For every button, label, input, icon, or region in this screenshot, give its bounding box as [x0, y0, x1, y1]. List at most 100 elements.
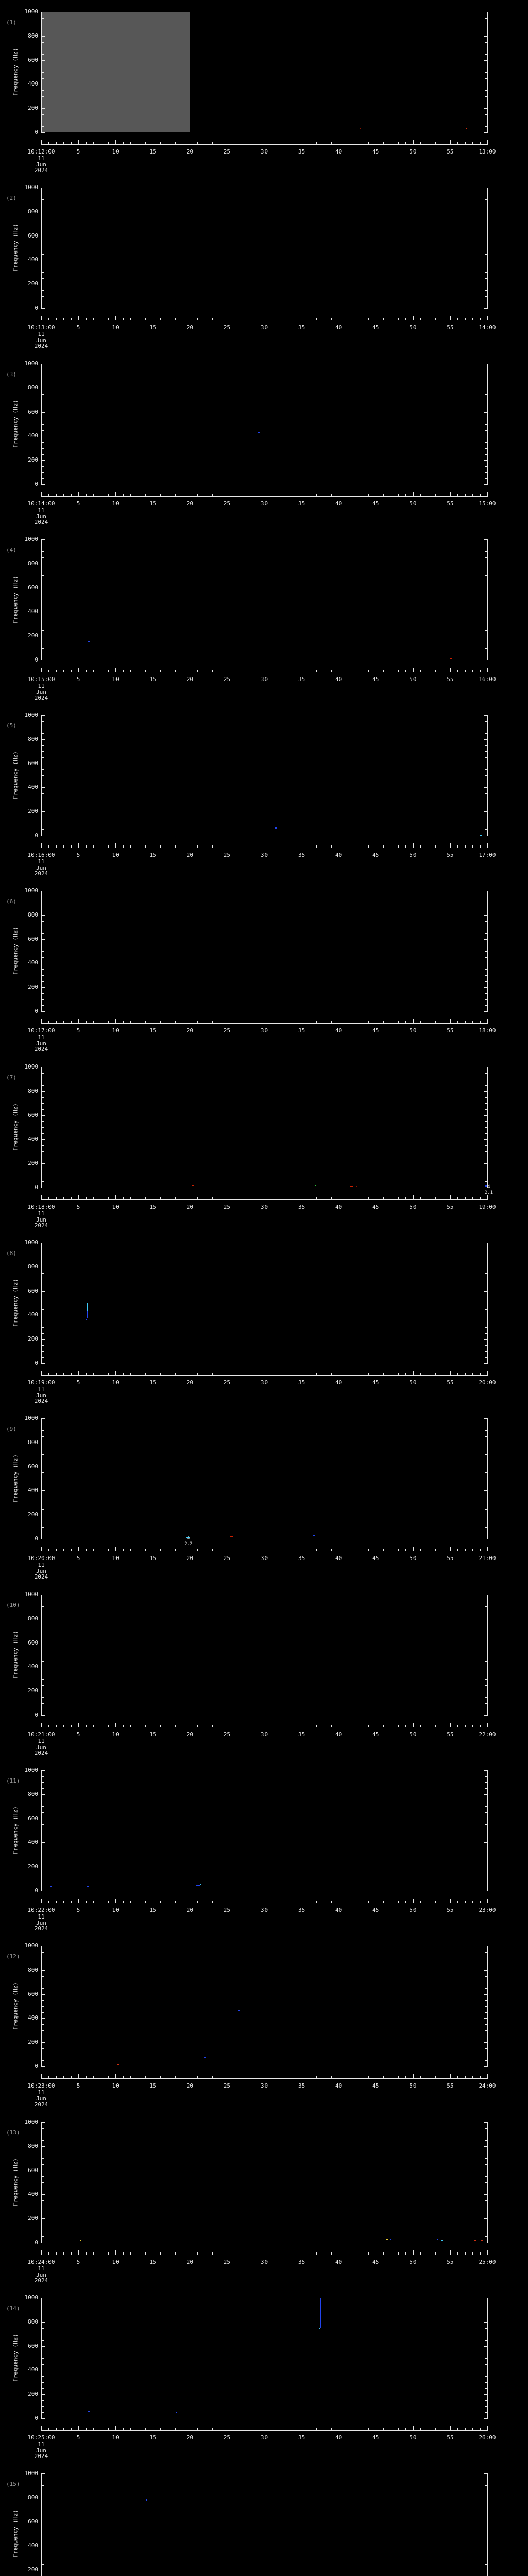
- x-tick-label: 10: [112, 852, 119, 858]
- x-tick: [420, 670, 421, 672]
- x-tick: [435, 2428, 436, 2430]
- y-axis-left: [41, 1243, 42, 1364]
- y-tick: [42, 921, 44, 922]
- y-tick: [42, 2358, 44, 2359]
- x-tick: [175, 2428, 176, 2430]
- event-marker: [196, 1884, 200, 1886]
- x-tick-label: 5: [76, 676, 80, 683]
- x-tick: [56, 1197, 57, 1199]
- x-tick: [457, 2428, 458, 2430]
- x-tick: [130, 318, 131, 320]
- x-tick-label: 50: [409, 1731, 417, 1738]
- x-tick: [472, 318, 473, 320]
- x-tick: [175, 1373, 176, 1375]
- y-tick: [42, 2042, 45, 2043]
- x-axis-date-line: 11: [38, 331, 45, 337]
- y-tick: [42, 1970, 45, 1971]
- y-axis-right: [487, 2473, 488, 2576]
- y-tick: [484, 2194, 487, 2195]
- y-tick-label: 400: [28, 1136, 38, 1143]
- y-tick: [42, 466, 44, 467]
- y-tick: [42, 1952, 44, 1953]
- y-tick: [485, 1952, 487, 1953]
- y-tick: [42, 1327, 44, 1328]
- x-tick: [63, 1901, 64, 1903]
- y-tick-label: 1000: [24, 887, 39, 894]
- y-tick: [42, 2128, 44, 2129]
- x-tick: [316, 1197, 317, 1199]
- x-tick: [71, 494, 72, 496]
- spectrogram-panel: 0 200 400 600 800 1000 10:12:00 5 10 15 20 25 30 35 40…: [0, 0, 528, 176]
- x-axis-date-line: 2024: [34, 343, 48, 349]
- y-tick: [42, 1115, 45, 1116]
- y-tick: [42, 1454, 44, 1455]
- y-axis-left: [41, 891, 42, 1012]
- x-end-time-label: 26:00: [478, 2434, 496, 2441]
- x-tick-label: 40: [335, 2259, 342, 2265]
- x-tick-label: 25: [223, 2082, 231, 2089]
- x-axis-date-line: 2024: [34, 870, 48, 877]
- x-tick: [145, 2428, 146, 2430]
- y-tick: [485, 1357, 487, 1358]
- spectrogram-panel: 0 200 400 600 800 1000 10:16:00 5 10 15 20 25 30 35 40…: [0, 703, 528, 879]
- x-tick-label: 45: [372, 500, 380, 507]
- x-tick: [412, 668, 414, 672]
- x-tick: [197, 2252, 198, 2255]
- y-tick: [485, 1133, 487, 1134]
- x-tick: [450, 2426, 451, 2430]
- x-tick-label: 15: [149, 1379, 156, 1386]
- x-tick: [420, 2252, 421, 2255]
- x-tick-label: 45: [372, 1379, 380, 1386]
- x-tick-label: 40: [335, 2082, 342, 2089]
- x-axis-date-line: 11: [38, 1210, 45, 1217]
- y-axis-title: Frequency (Hz): [12, 2334, 19, 2382]
- panel-index-label: (11): [6, 1777, 20, 1784]
- x-tick: [331, 1373, 332, 1375]
- x-tick: [398, 1197, 399, 1199]
- y-tick: [42, 1824, 44, 1825]
- y-axis-right: [487, 2122, 488, 2243]
- x-tick: [48, 1725, 50, 1727]
- x-tick: [123, 2076, 124, 2078]
- x-tick: [145, 1725, 146, 1727]
- y-tick: [485, 1660, 487, 1662]
- x-axis-date-line: Jun: [36, 1392, 46, 1399]
- x-tick: [450, 140, 451, 144]
- x-tick: [472, 670, 473, 672]
- x-tick: [435, 845, 436, 848]
- y-tick: [485, 2164, 487, 2165]
- x-tick: [93, 1725, 94, 1727]
- x-tick-label: 40: [335, 852, 342, 858]
- x-tick: [420, 142, 421, 144]
- x-tick: [368, 142, 369, 144]
- panel-index-label: (7): [6, 1074, 16, 1081]
- x-tick: [93, 1373, 94, 1375]
- x-tick: [175, 2076, 176, 2078]
- x-tick: [465, 142, 466, 144]
- y-tick: [42, 2400, 44, 2401]
- y-tick-label: 600: [28, 1639, 38, 1646]
- y-tick-label: 1000: [24, 184, 39, 191]
- x-tick: [480, 1549, 481, 1551]
- x-tick: [48, 1021, 50, 1023]
- x-tick: [398, 2076, 399, 2078]
- x-tick-label: 25: [223, 2259, 231, 2265]
- x-tick: [450, 1899, 451, 1903]
- x-tick: [435, 142, 436, 144]
- event-annotation-line1: 4: [487, 1184, 490, 1190]
- event-marker: [87, 1303, 88, 1311]
- x-tick: [383, 1021, 384, 1023]
- x-axis-date-line: 11: [38, 1034, 45, 1041]
- y-tick-label: 200: [28, 984, 38, 991]
- x-tick-label: 25: [223, 1731, 231, 1738]
- y-tick: [485, 969, 487, 970]
- x-tick-label: 55: [447, 1204, 454, 1210]
- x-tick: [435, 1901, 436, 1903]
- x-tick-label: 50: [409, 2434, 417, 2441]
- x-tick: [71, 1373, 72, 1375]
- x-axis-date-line: 2024: [34, 1398, 48, 1404]
- y-tick-label: 200: [28, 456, 38, 464]
- x-tick: [197, 318, 198, 320]
- y-tick: [42, 969, 44, 970]
- x-tick: [71, 2252, 72, 2255]
